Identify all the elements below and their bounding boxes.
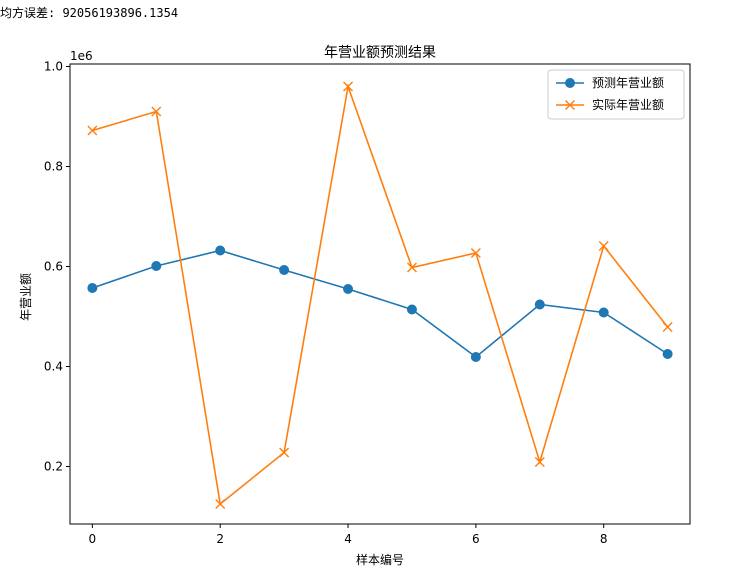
y-offset-label: 1e6 (70, 49, 93, 63)
data-point (598, 307, 609, 318)
data-point (470, 248, 481, 258)
x-tick-label: 4 (344, 532, 352, 546)
x-tick-label: 2 (216, 532, 224, 546)
data-point (343, 284, 354, 294)
data-point (534, 299, 545, 310)
chart-title: 年营业额预测结果 (324, 45, 436, 61)
data-point (406, 262, 417, 273)
data-point (406, 304, 417, 315)
data-point (87, 125, 98, 136)
x-tick-label: 6 (472, 532, 480, 546)
data-point (279, 447, 290, 458)
series-1 (87, 245, 673, 362)
series-line (92, 83, 669, 506)
data-point (215, 245, 226, 256)
legend-item: 预测年营业额 (556, 76, 664, 90)
data-point (343, 81, 354, 92)
series-2 (87, 81, 673, 509)
y-axis-label: 年营业额 (19, 273, 33, 321)
data-point (662, 322, 673, 332)
series-line (92, 249, 669, 359)
legend-label: 实际年营业额 (592, 97, 664, 112)
data-point (534, 457, 545, 467)
y-tick-label: 0.8 (44, 160, 63, 174)
legend-marker (565, 100, 575, 110)
y-tick-label: 0.6 (44, 260, 63, 274)
data-point (215, 499, 226, 509)
legend-label: 预测年营业额 (592, 76, 664, 90)
x-tick-label: 8 (600, 532, 608, 546)
x-tick-label: 0 (89, 532, 97, 546)
data-point (598, 241, 609, 251)
y-tick-label: 0.2 (44, 460, 63, 474)
data-point (151, 106, 162, 117)
legend-item: 实际年营业额 (556, 97, 664, 112)
data-point (470, 352, 481, 362)
y-tick-label: 1.0 (44, 60, 63, 74)
legend-marker (565, 78, 575, 88)
plot-frame (69, 63, 691, 525)
mse-output-text: 均方误差: 92056193896.1354 (0, 6, 179, 20)
data-point (151, 261, 162, 271)
y-tick-label: 0.4 (44, 360, 63, 374)
data-point (662, 349, 673, 359)
x-axis-label: 样本编号 (356, 552, 404, 567)
data-point (87, 283, 98, 293)
data-point (279, 265, 290, 275)
